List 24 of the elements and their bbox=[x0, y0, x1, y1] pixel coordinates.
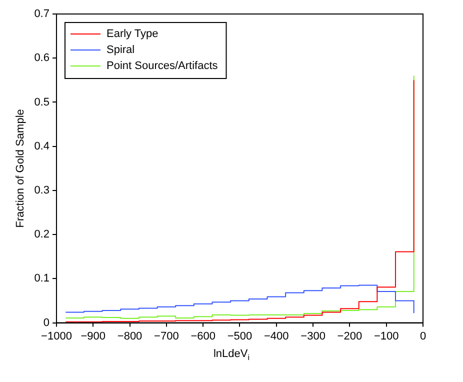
y-tick-label: 0.1 bbox=[34, 272, 50, 285]
x-axis-title: lnLdeV$_{i}$ bbox=[212, 348, 251, 362]
x-tick-label: −700 bbox=[154, 330, 179, 342]
x-tick-label: −800 bbox=[117, 330, 142, 342]
y-tick-label: 0 bbox=[43, 316, 50, 329]
legend-label: Spiral bbox=[106, 44, 135, 56]
legend-label: Point Sources/Artifacts bbox=[106, 60, 218, 72]
x-tick-label: −600 bbox=[190, 330, 216, 342]
y-tick-label: 0.5 bbox=[34, 96, 50, 108]
y-tick-label: 0.4 bbox=[34, 140, 50, 152]
x-tick-label: −200 bbox=[337, 330, 362, 342]
x-tick-label: −900 bbox=[80, 330, 106, 342]
y-tick-label: 0.6 bbox=[34, 52, 50, 64]
x-tick-label: −100 bbox=[374, 330, 399, 342]
x-tick-label: −400 bbox=[264, 330, 289, 342]
y-axis-title: Fraction of Gold Sample bbox=[14, 109, 27, 228]
y-tick-label: 0.3 bbox=[34, 184, 50, 196]
y-tick-label: 0.2 bbox=[34, 228, 50, 241]
x-tick-label: −500 bbox=[227, 330, 252, 342]
x-tick-label: −1000 bbox=[41, 330, 72, 342]
y-tick-label: 0.7 bbox=[34, 8, 50, 20]
legend-label: Early Type bbox=[106, 28, 158, 40]
x-tick-label: −300 bbox=[300, 330, 326, 342]
x-tick-label: 0 bbox=[420, 330, 426, 342]
